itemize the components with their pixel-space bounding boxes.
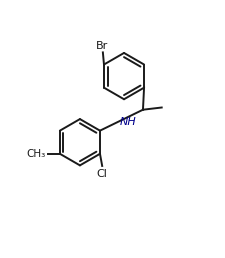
Text: Cl: Cl	[96, 168, 107, 179]
Text: NH: NH	[119, 117, 136, 127]
Text: CH₃: CH₃	[27, 149, 46, 159]
Text: Br: Br	[95, 41, 107, 51]
